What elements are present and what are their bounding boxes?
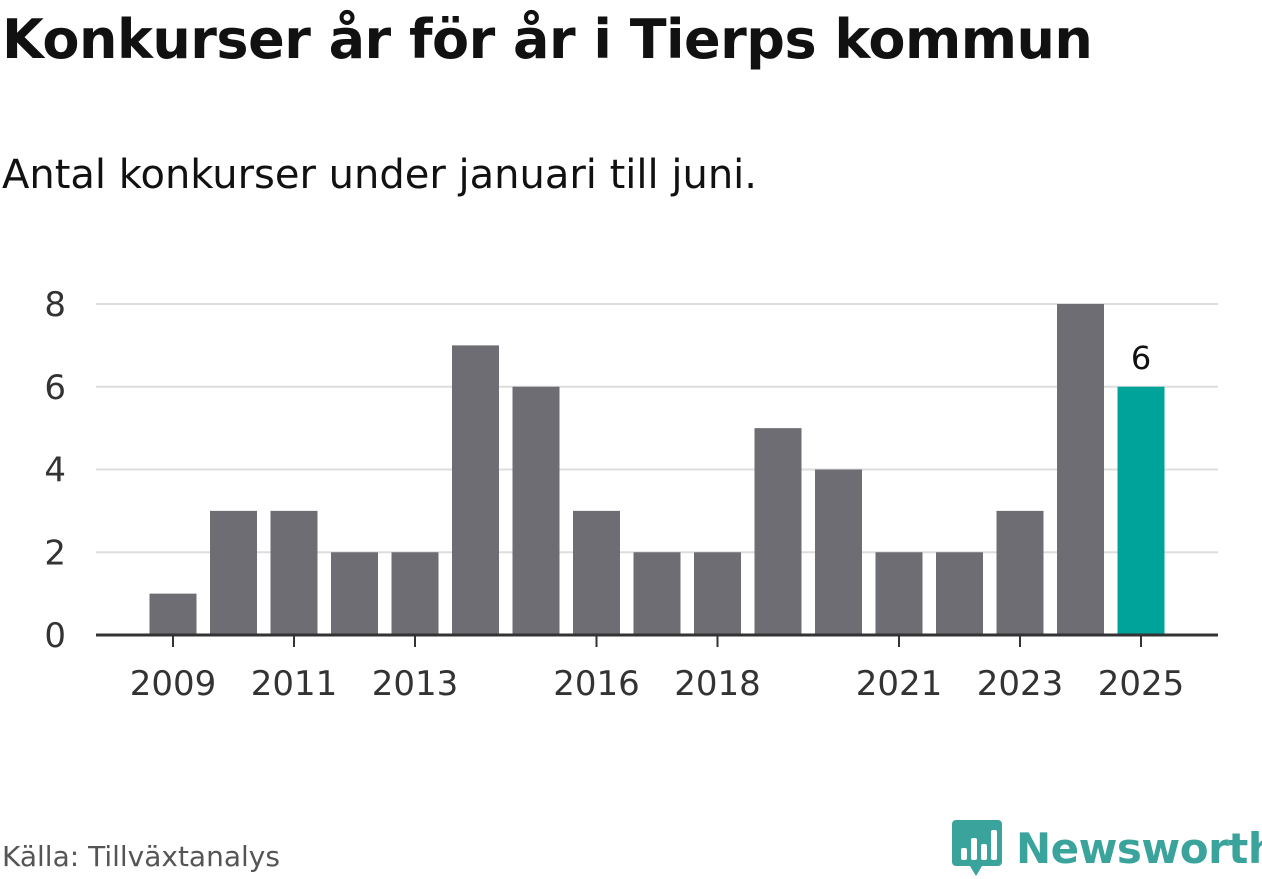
chart-subtitle: Antal konkurser under januari till juni. xyxy=(2,152,757,198)
x-tick-label-2023: 2023 xyxy=(977,664,1064,704)
bar-2015 xyxy=(512,386,560,635)
bar-2020 xyxy=(815,469,862,635)
y-axis-labels: 0 2 4 6 8 xyxy=(44,285,66,656)
brand-logo: Newsworthy xyxy=(952,818,1262,878)
newsworthy-logo-icon xyxy=(952,820,1002,876)
x-tick-label-2011: 2011 xyxy=(251,664,338,704)
bar-2021 xyxy=(875,552,923,635)
bar-2009 xyxy=(149,593,197,635)
bar-2025 xyxy=(1117,386,1165,635)
x-tick-label-2021: 2021 xyxy=(856,664,943,704)
bar-2024 xyxy=(1057,304,1104,635)
x-axis xyxy=(96,633,1218,647)
y-tick-label-4: 4 xyxy=(44,451,66,491)
bar-2019 xyxy=(754,428,802,635)
y-tick-label-8: 8 xyxy=(44,285,66,325)
source-note: Källa: Tillväxtanalys xyxy=(2,840,280,873)
bar-2011 xyxy=(270,510,318,635)
bar-2017 xyxy=(633,552,681,635)
bar-2012 xyxy=(331,552,378,635)
brand-name: Newsworthy xyxy=(1016,823,1262,873)
x-tick-label-2018: 2018 xyxy=(674,664,761,704)
x-tick-label-2009: 2009 xyxy=(130,664,217,704)
data-label-2025: 6 xyxy=(1131,339,1151,377)
y-tick-label-2: 2 xyxy=(44,533,66,573)
bar-2016 xyxy=(573,510,620,635)
bar-2023 xyxy=(996,510,1044,635)
x-tick-label-2013: 2013 xyxy=(372,664,459,704)
x-tick-label-2016: 2016 xyxy=(553,664,640,704)
bar-2018 xyxy=(694,552,741,635)
x-tick-label-2025: 2025 xyxy=(1098,664,1185,704)
bar-2022 xyxy=(936,552,983,635)
y-tick-label-6: 6 xyxy=(44,368,66,408)
bar-2014 xyxy=(452,345,499,635)
grid-lines xyxy=(96,303,1218,554)
data-labels: 6 xyxy=(1131,339,1151,377)
x-axis-labels: 2009 2011 2013 2016 2018 2021 2023 2025 xyxy=(130,664,1185,704)
bar-2013 xyxy=(391,552,439,635)
y-tick-label-0: 0 xyxy=(44,616,66,656)
chart-title: Konkurser år för år i Tierps kommun xyxy=(2,8,1093,71)
bars xyxy=(149,304,1165,635)
bar-2010 xyxy=(210,510,257,635)
